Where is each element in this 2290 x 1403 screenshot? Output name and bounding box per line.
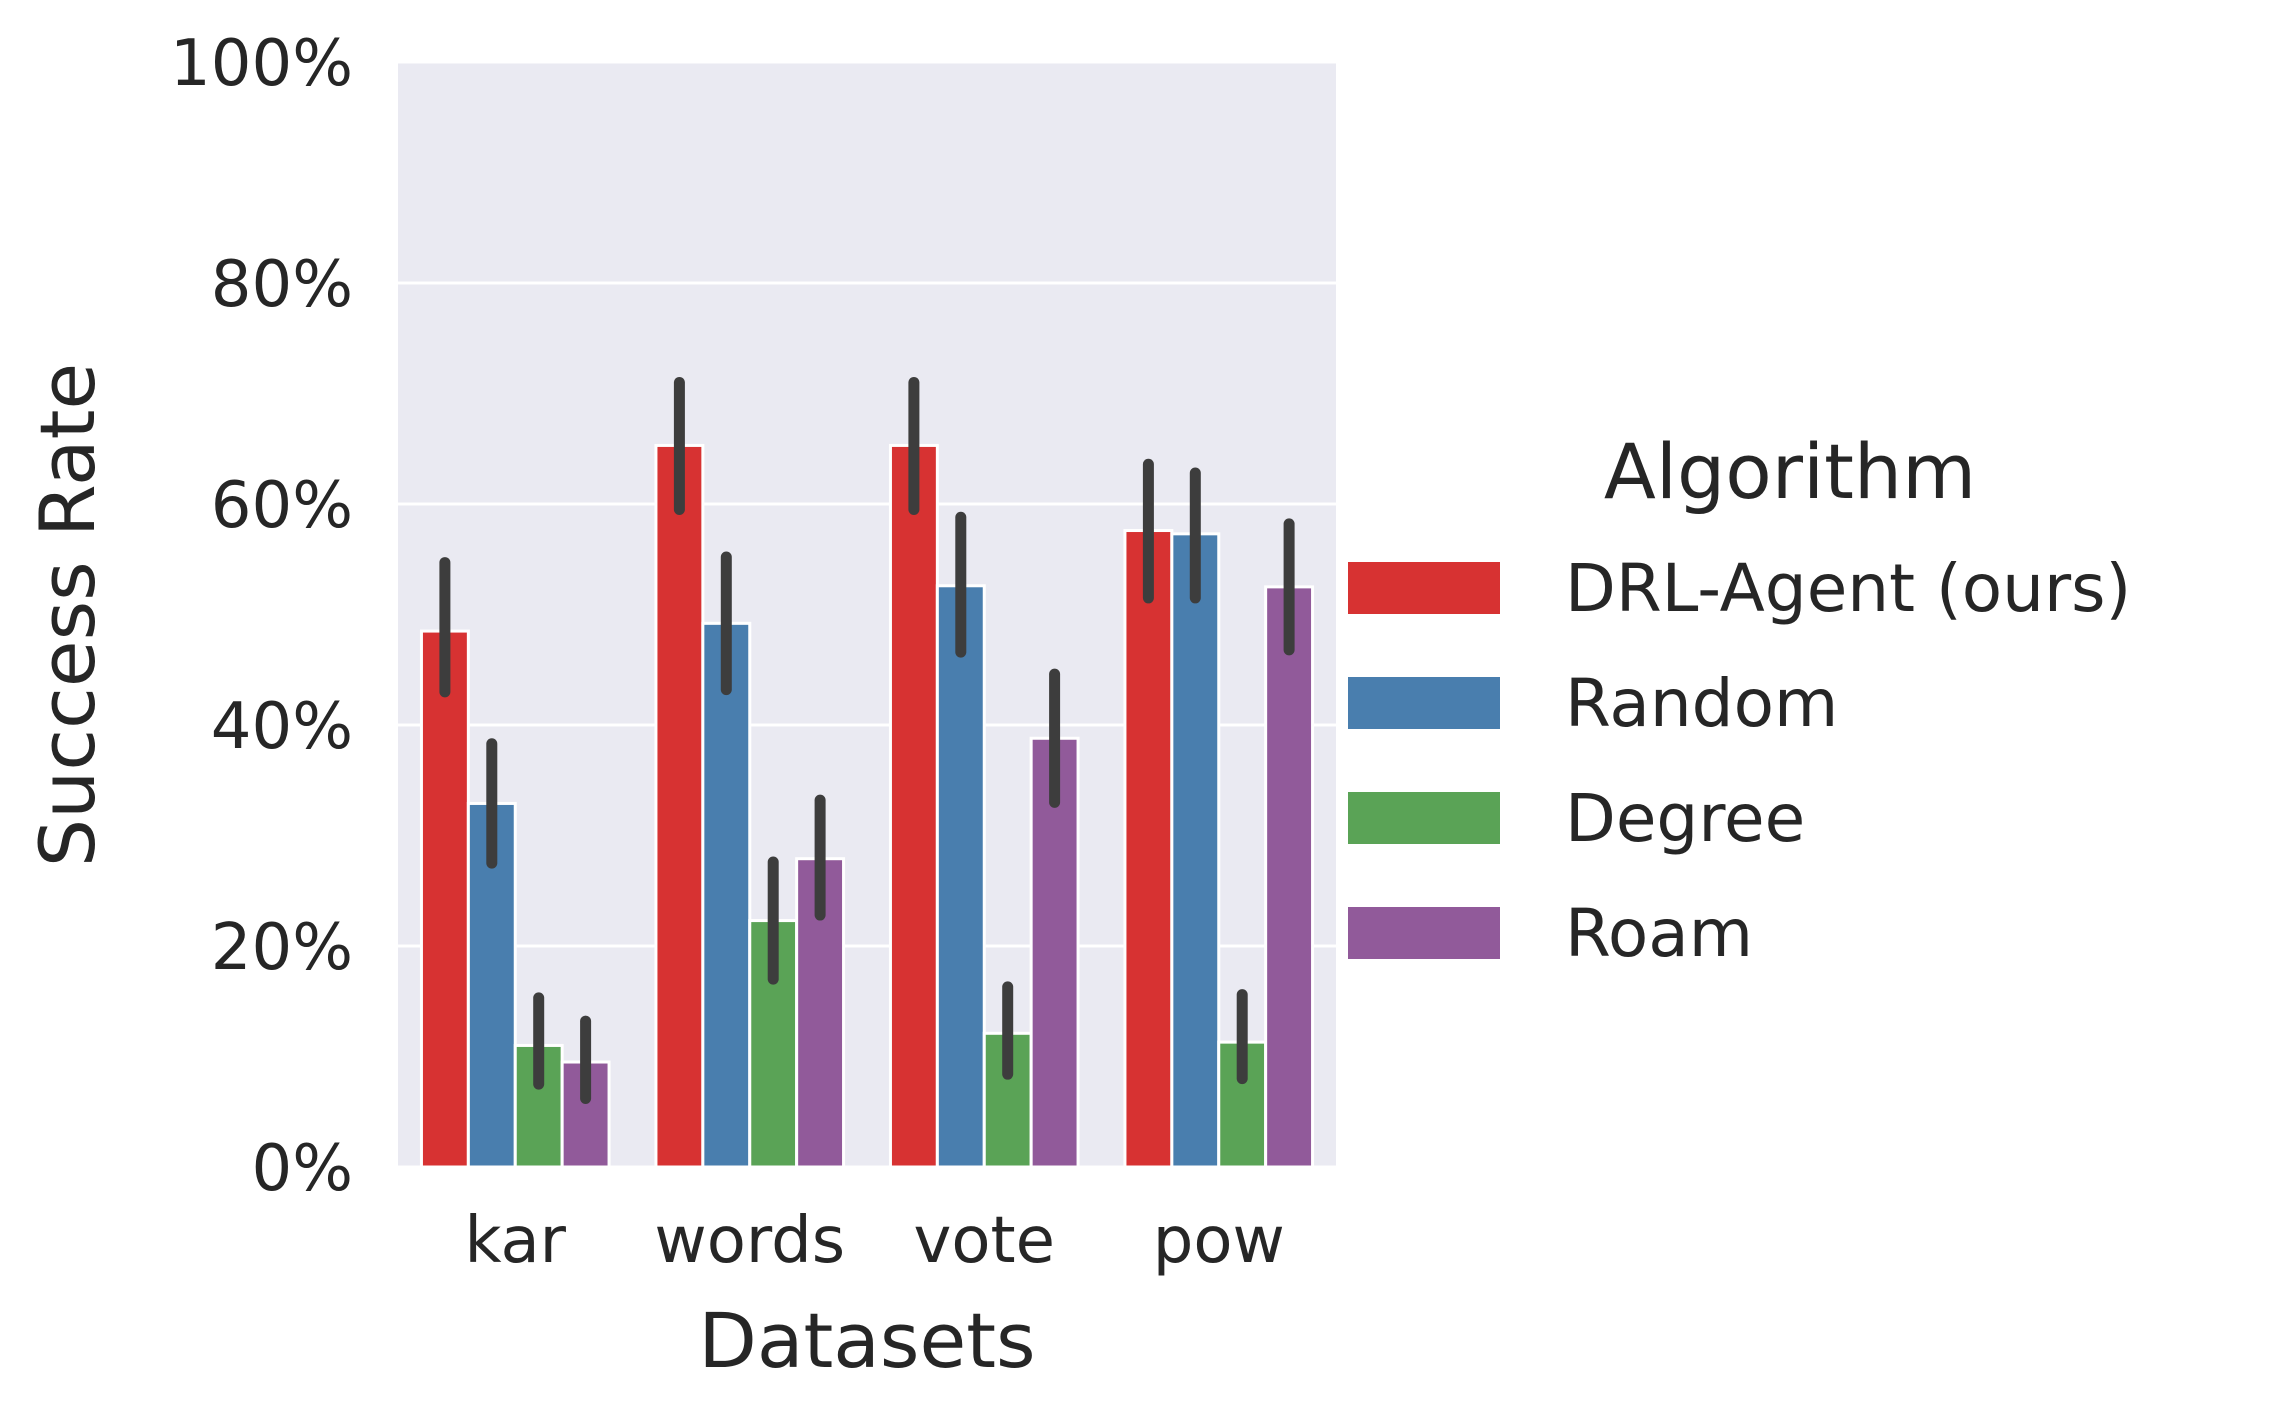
y-tick-label-2: 40% — [211, 690, 353, 764]
legend-swatch-3 — [1348, 907, 1500, 959]
x-tick-label-pow: pow — [1153, 1204, 1285, 1278]
bar-kar-0 — [419, 629, 470, 1169]
error-bars — [439, 376, 1295, 1104]
legend-label-0: DRL-Agent (ours) — [1565, 550, 2131, 627]
x-tick-labels: kar words vote pow — [465, 1204, 1285, 1278]
bar-vote-0 — [888, 443, 939, 1169]
bar-pow-1 — [1170, 532, 1221, 1169]
legend-label-1: Random — [1565, 665, 1838, 742]
y-tick-labels: 0% 20% 40% 60% 80% 100% — [170, 27, 353, 1206]
x-axis-title: Datasets — [698, 1296, 1035, 1385]
y-tick-label-0: 0% — [251, 1132, 353, 1206]
y-tick-label-4: 80% — [211, 248, 353, 322]
legend-label-2: Degree — [1565, 780, 1805, 857]
x-tick-label-words: words — [654, 1204, 845, 1278]
legend-swatch-2 — [1348, 792, 1500, 844]
x-tick-label-vote: vote — [914, 1204, 1056, 1278]
legend-title: Algorithm — [1604, 427, 1976, 516]
legend-swatch-1 — [1348, 677, 1500, 729]
legend-label-3: Roam — [1565, 895, 1753, 972]
y-tick-label-3: 60% — [211, 469, 353, 543]
y-tick-label-1: 20% — [211, 911, 353, 985]
bar-vote-3 — [1029, 736, 1080, 1169]
bar-words-1 — [701, 621, 752, 1169]
bar-words-0 — [654, 443, 705, 1169]
bar-vote-1 — [935, 584, 986, 1169]
y-axis-title: Success Rate — [23, 363, 112, 867]
y-tick-label-5: 100% — [170, 27, 353, 101]
legend-swatch-0 — [1348, 562, 1500, 614]
x-tick-label-kar: kar — [465, 1204, 567, 1278]
legend: Algorithm DRL-Agent (ours) Random Degree Ro… — [1348, 427, 2131, 972]
bar-pow-0 — [1123, 529, 1174, 1169]
bars — [419, 443, 1315, 1169]
bar-pow-3 — [1264, 585, 1315, 1169]
